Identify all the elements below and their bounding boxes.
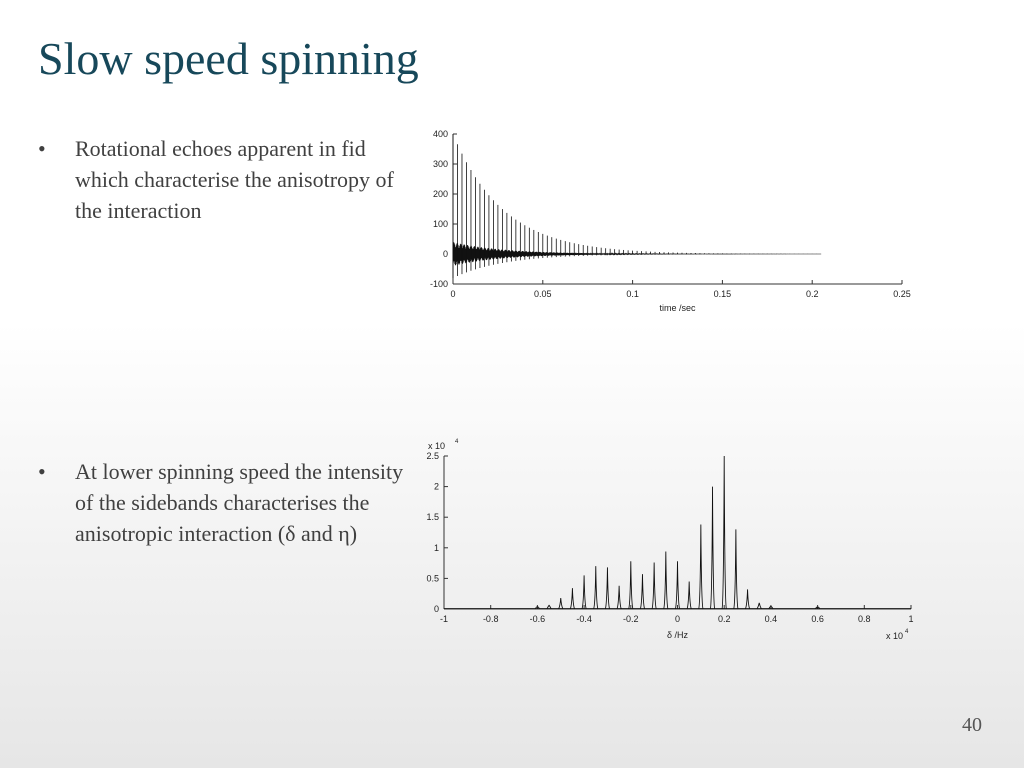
x-tick-label: 0.15	[714, 289, 732, 299]
x-tick-label: -0.6	[530, 614, 546, 624]
y-tick-label: 300	[433, 159, 448, 169]
y-tick-label: 0	[443, 249, 448, 259]
spectrum-peak	[558, 597, 564, 610]
spectrum-peak	[628, 561, 634, 610]
spectrum-peak	[733, 529, 739, 610]
y-tick-label: 400	[433, 129, 448, 139]
spectrum-peak	[534, 606, 540, 610]
slide-number: 40	[962, 714, 982, 736]
x-tick-label: 0.25	[893, 289, 911, 299]
spectrum-peak	[721, 455, 727, 610]
spectrum-peak	[663, 551, 669, 610]
x-tick-label: 0.05	[534, 289, 552, 299]
spectrum-peak	[569, 588, 576, 610]
spectrum-peak	[546, 604, 552, 610]
y-tick-label: 200	[433, 189, 448, 199]
x-tick-label: 0	[450, 289, 455, 299]
slide-title: Slow speed spinning	[38, 33, 419, 84]
fid-chart: 0 0.05 0.1 0.15 0.2 0.25-1000100200300400time…	[430, 129, 911, 313]
x-tick-label: 0.1	[626, 289, 639, 299]
y-multiplier-label: x 10	[428, 441, 445, 451]
x-multiplier-label: x 10	[886, 631, 903, 641]
x-tick-label: 0.4	[765, 614, 778, 624]
spectrum-peak	[768, 606, 774, 610]
y-tick-label: 0.5	[426, 573, 439, 583]
x-tick-label: -0.4	[576, 614, 592, 624]
bullet-1-text: Rotational echoes apparent in fid which …	[75, 136, 394, 223]
x-tick-label: 0.2	[718, 614, 731, 624]
spectrum-peak	[639, 574, 646, 610]
x-tick-label: -0.8	[483, 614, 499, 624]
bullet-marker: •	[38, 459, 46, 484]
spectrum-peak	[581, 575, 587, 610]
y-tick-label: 2.5	[426, 451, 439, 461]
x-tick-label: 0.8	[858, 614, 871, 624]
spectrum-peak	[756, 602, 762, 610]
y-tick-label: -100	[430, 279, 448, 289]
bullet-2: • At lower spinning speed the intensity …	[38, 456, 418, 549]
spectrum-peak	[604, 567, 611, 610]
y-tick-label: 100	[433, 219, 448, 229]
bullet-marker: •	[38, 136, 46, 161]
x-tick-label: 0.6	[811, 614, 824, 624]
y-tick-label: 2	[434, 482, 439, 492]
x-tick-label: 0	[675, 614, 680, 624]
y-tick-label: 1.5	[426, 512, 439, 522]
x-axis-label: time /sec	[659, 303, 696, 313]
spectrum-peak	[709, 486, 716, 610]
bullet-2-text: At lower spinning speed the intensity of…	[75, 459, 404, 546]
bullet-1: • Rotational echoes apparent in fid whic…	[38, 133, 418, 226]
spectrum-peak	[815, 606, 821, 610]
spectrum-peak	[674, 561, 681, 610]
spectrum-peak	[698, 524, 704, 610]
x-multiplier-exponent: 4	[905, 629, 909, 635]
spectrum-chart: -1 -0.8 -0.6 -0.4 -0.2 0 0.2 0.4 0.6 0.8 1 0 0.5 1 1.5…	[426, 439, 913, 641]
spectrum-peak	[686, 581, 692, 610]
y-multiplier-exponent: 4	[455, 439, 459, 445]
y-tick-label: 1	[434, 543, 439, 553]
x-tick-label: 1	[908, 614, 913, 624]
spectrum-peak	[651, 562, 657, 610]
x-tick-label: 0.2	[806, 289, 819, 299]
x-tick-label: -1	[440, 614, 448, 624]
spectrum-peak	[593, 566, 599, 610]
x-tick-label: -0.2	[623, 614, 639, 624]
spectrum-peak	[744, 589, 751, 610]
x-axis-label: δ /Hz	[667, 630, 689, 640]
spectrum-peak	[616, 585, 622, 610]
y-tick-label: 0	[434, 604, 439, 614]
